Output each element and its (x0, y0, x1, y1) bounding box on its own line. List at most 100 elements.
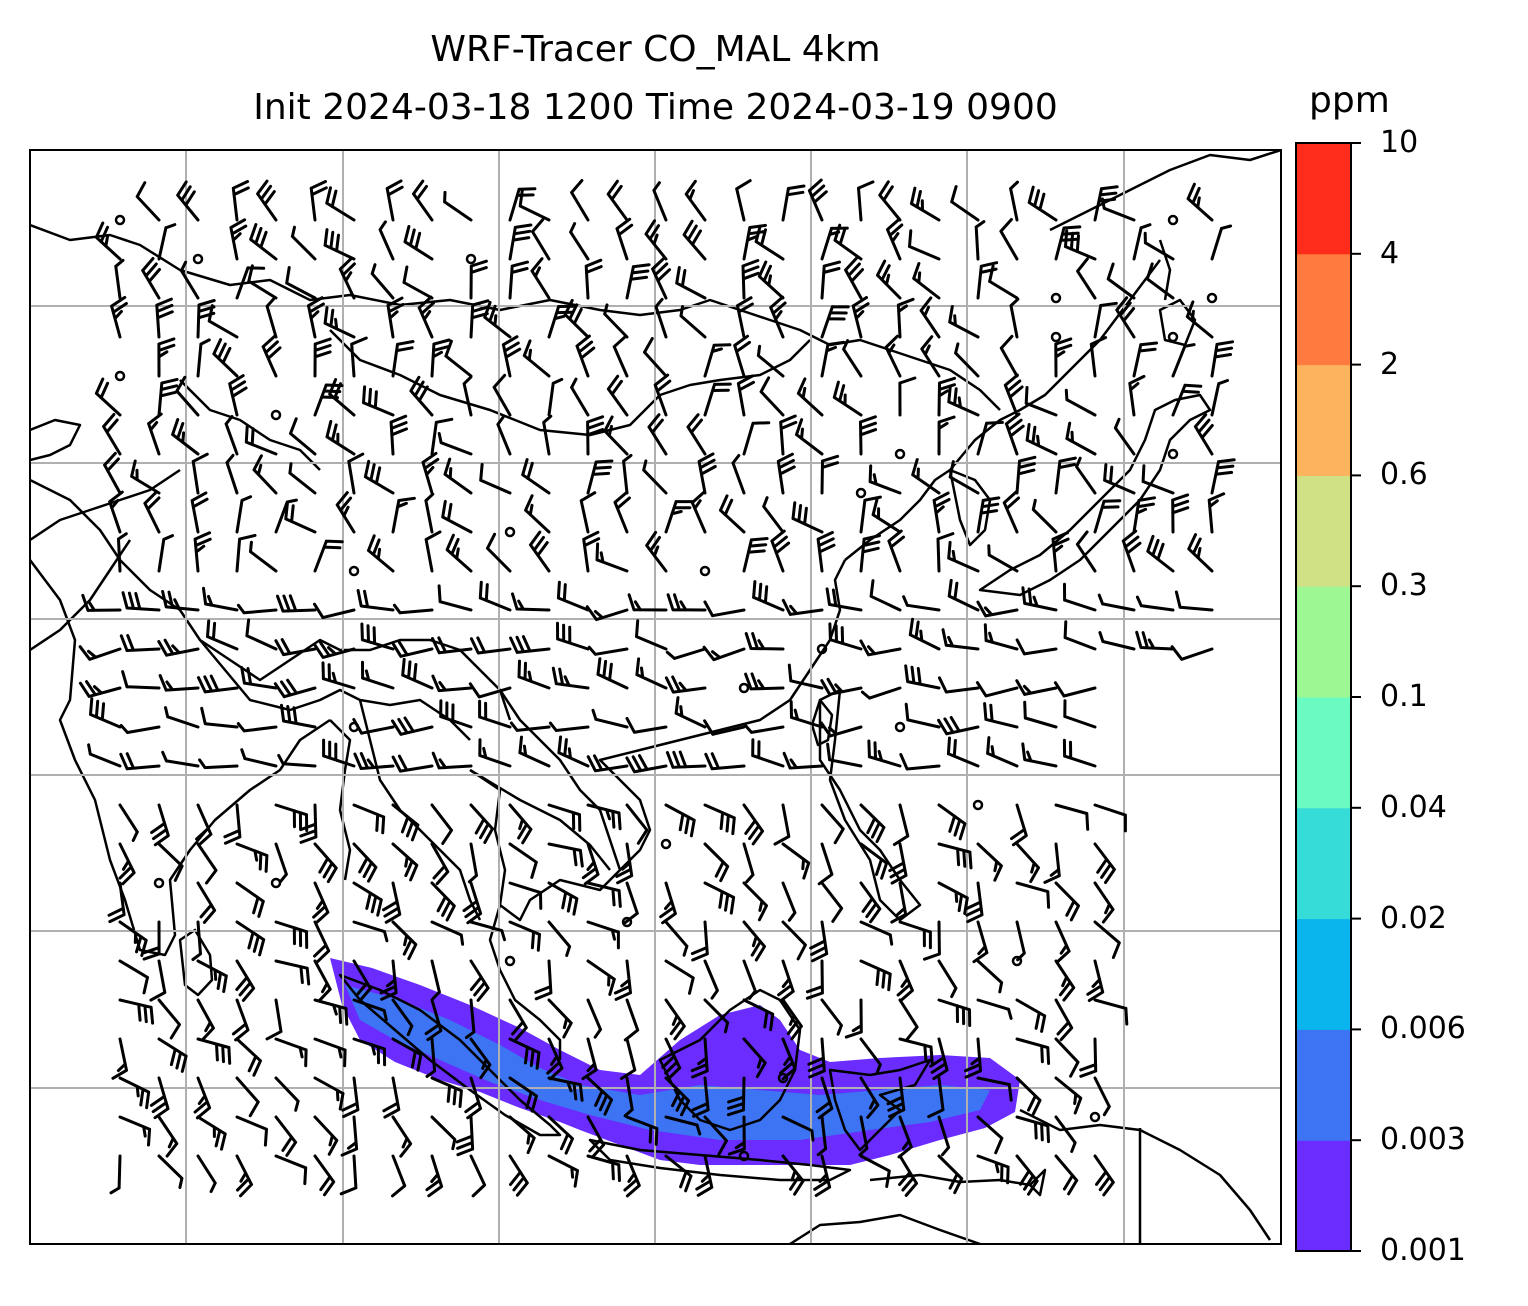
wind-barb (196, 338, 211, 378)
wind-barb (430, 338, 451, 378)
wind-barb (736, 296, 754, 339)
wind-barb (150, 803, 170, 847)
wind-barb (904, 664, 941, 690)
wind-barb (247, 264, 278, 300)
wind-barb (954, 342, 980, 378)
colorbar-bin (1296, 1140, 1351, 1252)
wind-barb (826, 742, 863, 768)
wind-barb (391, 803, 420, 842)
wind-barb (603, 415, 629, 456)
wind-barb (193, 1076, 212, 1120)
wind-barb (1054, 920, 1071, 964)
wind-barb (769, 295, 787, 339)
wind-barb (828, 622, 863, 651)
wind-barb (196, 1037, 232, 1065)
wind-barb (647, 413, 668, 456)
wind-barb (338, 256, 356, 300)
wind-barb (859, 639, 902, 657)
wind-barb (417, 295, 435, 339)
wind-barb (654, 297, 668, 339)
wind-barb (733, 334, 751, 378)
wind-barb (703, 881, 736, 915)
wind-barb (911, 458, 941, 495)
wind-barb (1064, 229, 1097, 261)
wind-barb (389, 414, 408, 456)
wind-barb (937, 415, 956, 456)
wind-barb (547, 1076, 584, 1102)
wind-barb (612, 334, 629, 378)
wind-barb (1063, 699, 1097, 729)
border-china-kazakh (179, 379, 321, 471)
wind-barb (273, 678, 317, 699)
wind-barb (478, 699, 512, 729)
wind-barb (664, 959, 695, 995)
wind-barb (486, 532, 512, 573)
wind-barb (859, 1154, 891, 1188)
wind-barb (313, 1115, 339, 1156)
calm-wind-marker (270, 409, 282, 421)
wind-barb (551, 666, 590, 690)
colorbar-tick-label: 4 (1380, 235, 1400, 271)
wind-barb (625, 263, 651, 300)
wind-barb (323, 306, 356, 339)
coast-korea (948, 468, 992, 547)
wind-barb (777, 959, 795, 1003)
wind-barb (744, 672, 785, 691)
wind-barb (679, 305, 707, 339)
wind-barb (193, 531, 212, 573)
wind-barb (664, 803, 696, 838)
wind-barb (999, 334, 1019, 378)
wind-barb (789, 700, 824, 729)
wind-barb (703, 382, 732, 417)
wind-barb (492, 373, 512, 417)
wind-barb (888, 842, 908, 885)
wind-barb (508, 881, 543, 910)
wind-barb (196, 1154, 217, 1193)
wind-barb (1015, 1076, 1042, 1116)
wind-barb (886, 217, 904, 261)
wind-barb (350, 336, 368, 378)
wind-barb (547, 377, 564, 417)
wind-barb (78, 645, 122, 661)
wind-barb (586, 881, 622, 908)
wind-barb (121, 591, 161, 612)
wind-barb (1093, 803, 1127, 833)
wind-barb (391, 998, 414, 1037)
wind-barb (1031, 498, 1058, 534)
wind-barb (820, 803, 845, 845)
wind-barb (118, 1115, 152, 1147)
wind-barb (860, 686, 902, 700)
wind-barb (664, 920, 689, 957)
wind-barb (235, 495, 253, 534)
wind-barb (787, 663, 824, 690)
wind-barb (391, 1037, 423, 1072)
wind-barb (582, 530, 601, 573)
wind-barb (196, 998, 215, 1042)
wind-barb (443, 190, 473, 222)
wind-barb (437, 432, 473, 456)
wind-barb (196, 881, 217, 924)
coast-sakhalin (1158, 239, 1172, 301)
wind-barb (256, 179, 278, 222)
wind-barb (231, 998, 250, 1042)
wind-barb (161, 590, 200, 612)
wind-barb (1093, 1154, 1115, 1197)
wind-barb (196, 959, 228, 993)
wind-barb (391, 920, 418, 961)
wind-barb (1054, 225, 1082, 261)
wind-barb (751, 738, 785, 768)
wind-barb (795, 418, 824, 456)
wind-barb (521, 458, 551, 495)
wind-barb (321, 661, 356, 690)
wind-barb (661, 1037, 682, 1081)
wind-barb (94, 377, 122, 417)
wind-barb (1210, 224, 1233, 261)
wind-barb (94, 221, 122, 261)
wind-barb (430, 1076, 463, 1108)
wind-barb (524, 494, 551, 534)
wind-barb (501, 335, 522, 378)
wind-barb (382, 881, 402, 924)
wind-barb (779, 1037, 797, 1081)
wind-barb (742, 223, 767, 261)
